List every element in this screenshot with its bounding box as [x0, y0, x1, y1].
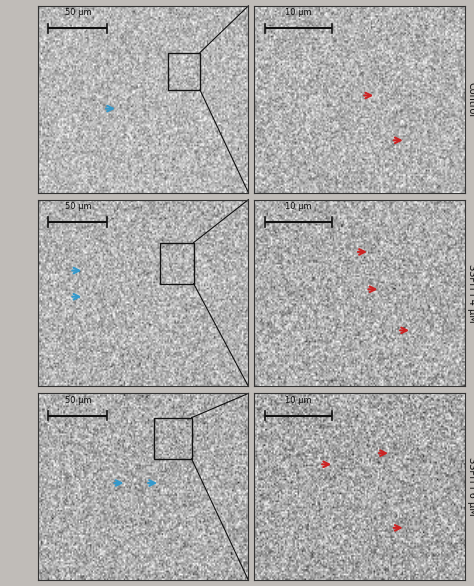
Bar — [168, 53, 200, 90]
Text: 10 μm: 10 μm — [285, 396, 311, 404]
Text: Control: Control — [467, 81, 474, 117]
Text: SSPH I 6 μM: SSPH I 6 μM — [467, 458, 474, 516]
Text: 10 μm: 10 μm — [285, 202, 311, 211]
Text: 50 μm: 50 μm — [64, 202, 91, 211]
Text: 10 μm: 10 μm — [285, 8, 311, 17]
Bar — [160, 243, 194, 284]
Text: SSPH I 4 μM: SSPH I 4 μM — [467, 264, 474, 322]
Text: 50 μm: 50 μm — [64, 8, 91, 17]
Text: 50 μm: 50 μm — [64, 396, 91, 404]
Bar — [154, 418, 191, 459]
